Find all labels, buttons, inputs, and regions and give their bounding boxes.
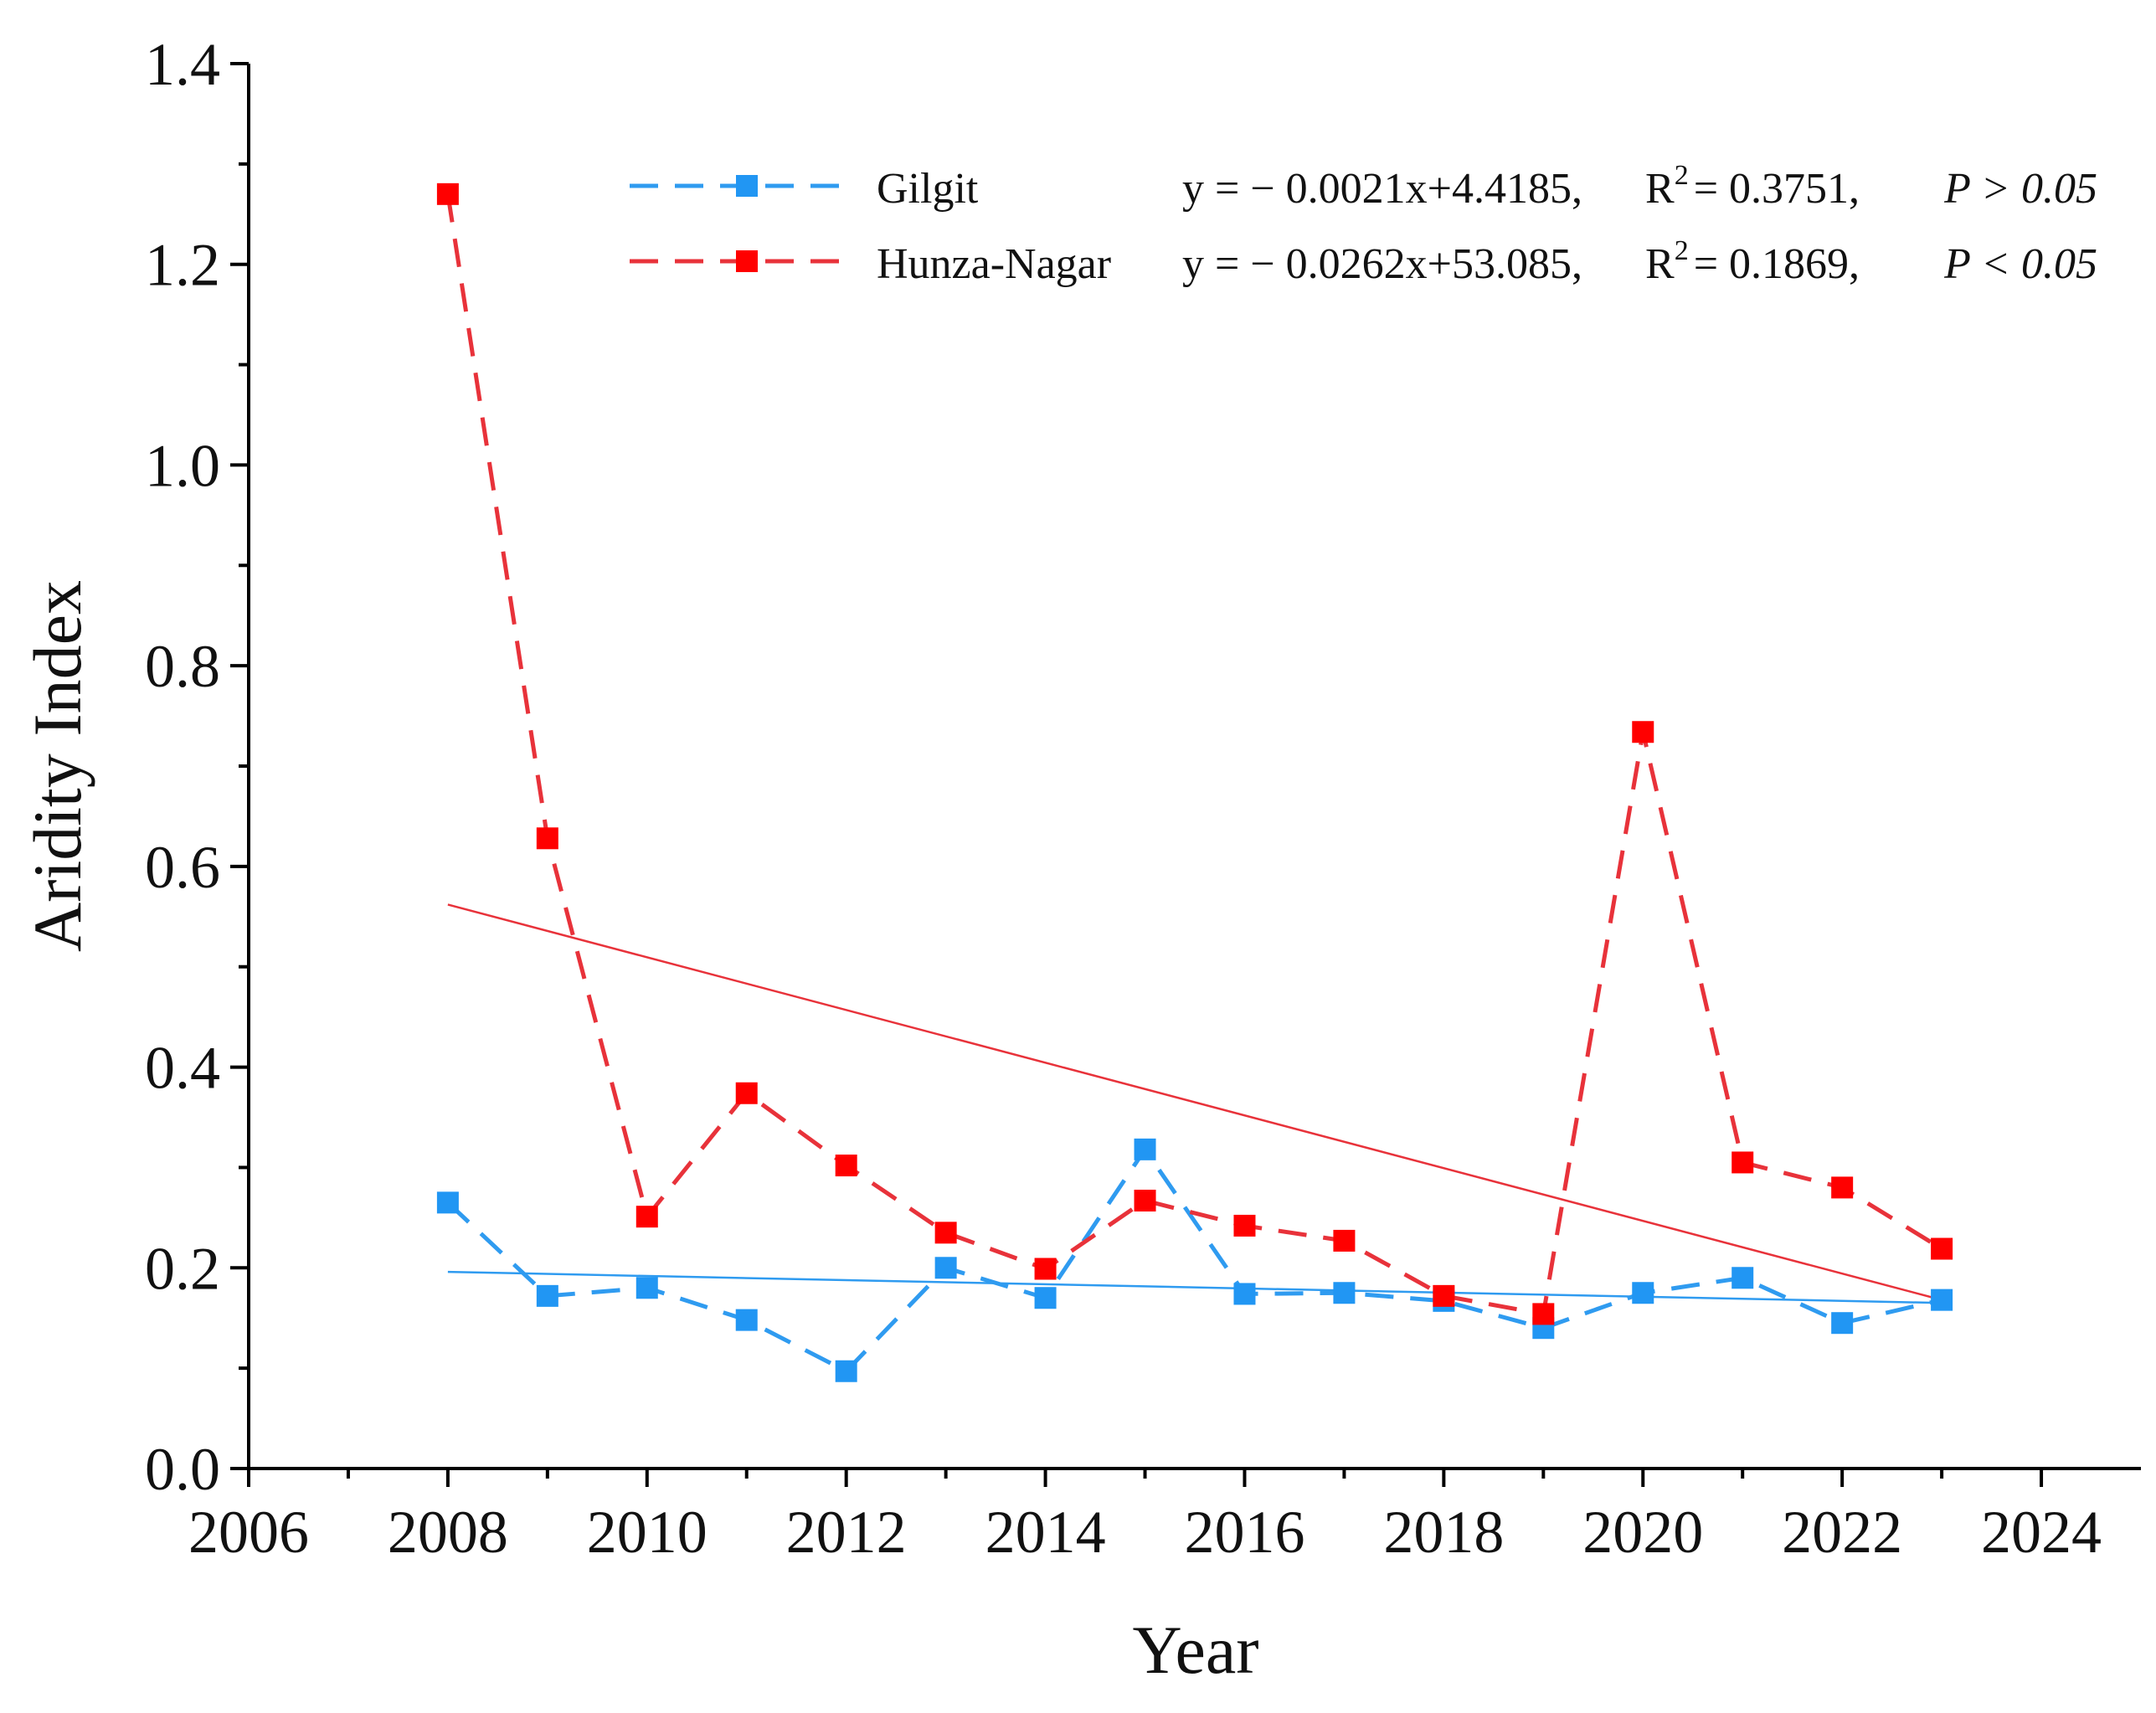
marker (1333, 1229, 1356, 1252)
y-tick-label: 1.4 (145, 31, 220, 98)
y-tick-label: 0.6 (145, 834, 220, 901)
r2-value: = 0.1869, (1694, 240, 1860, 288)
marker (835, 1155, 857, 1177)
series-line (446, 1145, 1942, 1374)
marker (1134, 1138, 1156, 1160)
x-tick-label: 2022 (1782, 1499, 1902, 1566)
marker (436, 183, 459, 205)
legend-p: P < 0.05 (1943, 240, 2097, 288)
legend-p: P > 0.05 (1943, 165, 2097, 213)
marker (1831, 1176, 1854, 1199)
marker (536, 827, 558, 850)
marker (635, 1206, 658, 1228)
marker (1532, 1303, 1555, 1325)
legend-marker (736, 250, 758, 272)
legend-equation: y = − 0.0021x+4.4185, (1182, 165, 1582, 213)
x-tick-label: 2016 (1184, 1499, 1304, 1566)
y-tick-label: 1.0 (145, 432, 220, 499)
x-tick-label: 2006 (188, 1499, 309, 1566)
marker (735, 1082, 758, 1104)
marker (1333, 1282, 1356, 1304)
r2-value: = 0.3751, (1694, 165, 1860, 213)
x-tick-label: 2024 (1981, 1499, 2102, 1566)
legend-label: Hunza-Nagar (877, 240, 1111, 288)
marker (1433, 1284, 1455, 1307)
trend-line (447, 1270, 1942, 1304)
marker (635, 1277, 658, 1299)
marker (735, 1309, 758, 1331)
marker (1831, 1312, 1854, 1335)
marker (1632, 1282, 1654, 1304)
marker (1931, 1237, 1953, 1260)
marker (1731, 1151, 1754, 1174)
x-tick-label: 2010 (587, 1499, 708, 1566)
x-tick-label: 2014 (985, 1499, 1106, 1566)
series-line (445, 193, 1943, 1317)
y-tick-label: 0.4 (145, 1035, 220, 1102)
marker (1632, 721, 1654, 743)
trend-line (447, 903, 1942, 1301)
marker (1034, 1258, 1057, 1280)
x-tick-label: 2018 (1383, 1499, 1504, 1566)
marker (1931, 1289, 1953, 1311)
marker (835, 1360, 857, 1382)
marker (1134, 1189, 1156, 1211)
y-axis-label: Aridity Index (19, 580, 95, 952)
r2-label: R (1645, 165, 1675, 213)
r2-sup: 2 (1675, 235, 1689, 266)
y-tick-label: 0.2 (145, 1235, 220, 1302)
marker (1233, 1214, 1256, 1237)
r2-sup: 2 (1675, 160, 1689, 191)
marker (934, 1222, 957, 1244)
y-tick-label: 0.8 (145, 633, 220, 700)
x-tick-label: 2020 (1582, 1499, 1703, 1566)
y-tick-label: 1.2 (145, 232, 220, 299)
y-tick-label: 0.0 (145, 1436, 220, 1503)
legend-equation: y = − 0.0262x+53.085, (1182, 240, 1582, 288)
marker (1233, 1283, 1256, 1305)
legend-label: Gilgit (877, 165, 979, 213)
marker (1731, 1267, 1754, 1289)
marker (934, 1257, 957, 1279)
marker (1034, 1287, 1057, 1309)
r2-label: R (1645, 240, 1675, 288)
legend-r2: R2 = 0.3751, (1645, 160, 1860, 213)
legend-r2: R2 = 0.1869, (1645, 235, 1860, 288)
x-tick-label: 2012 (786, 1499, 907, 1566)
legend-marker (736, 175, 758, 197)
marker (536, 1284, 558, 1307)
x-axis-label: Year (1132, 1612, 1258, 1688)
marker (436, 1191, 459, 1214)
x-tick-label: 2008 (388, 1499, 508, 1566)
